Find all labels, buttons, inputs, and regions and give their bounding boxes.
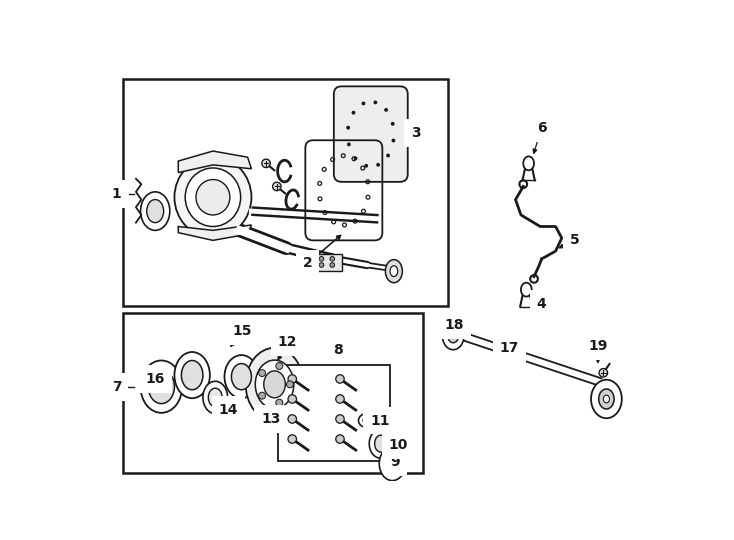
Ellipse shape <box>231 363 252 390</box>
Circle shape <box>599 369 608 377</box>
Ellipse shape <box>208 388 222 407</box>
Ellipse shape <box>264 371 286 398</box>
Ellipse shape <box>379 447 405 481</box>
Circle shape <box>288 435 297 443</box>
Ellipse shape <box>196 179 230 215</box>
Text: 10: 10 <box>389 438 408 452</box>
Ellipse shape <box>203 381 228 414</box>
Circle shape <box>288 415 297 423</box>
Circle shape <box>391 139 396 143</box>
Circle shape <box>335 395 344 403</box>
Ellipse shape <box>443 322 464 350</box>
Bar <box>123 79 448 306</box>
Circle shape <box>286 381 294 388</box>
Text: 17: 17 <box>500 341 519 355</box>
Ellipse shape <box>374 435 387 452</box>
Circle shape <box>258 369 266 376</box>
Ellipse shape <box>255 360 294 409</box>
Ellipse shape <box>390 266 398 276</box>
Text: 7: 7 <box>112 380 122 394</box>
Ellipse shape <box>599 389 614 409</box>
Circle shape <box>347 143 351 146</box>
Circle shape <box>352 111 355 114</box>
Ellipse shape <box>246 348 303 421</box>
Text: 9: 9 <box>390 455 400 469</box>
Ellipse shape <box>175 352 210 398</box>
Ellipse shape <box>140 361 182 413</box>
Circle shape <box>330 256 335 261</box>
Circle shape <box>288 395 297 403</box>
Circle shape <box>319 262 324 267</box>
Circle shape <box>276 362 283 369</box>
Circle shape <box>288 375 297 383</box>
Text: 14: 14 <box>219 403 238 417</box>
Ellipse shape <box>603 395 609 403</box>
Polygon shape <box>178 151 252 173</box>
Text: 8: 8 <box>333 343 344 357</box>
Text: 15: 15 <box>233 324 252 338</box>
Ellipse shape <box>185 168 241 226</box>
Polygon shape <box>178 225 252 240</box>
Circle shape <box>386 153 390 158</box>
Circle shape <box>335 435 344 443</box>
Text: 12: 12 <box>278 335 297 349</box>
Ellipse shape <box>591 380 622 418</box>
Circle shape <box>384 108 388 112</box>
Text: 11: 11 <box>370 414 390 428</box>
Circle shape <box>390 122 395 126</box>
Circle shape <box>335 415 344 423</box>
Circle shape <box>346 126 350 130</box>
Circle shape <box>258 392 266 399</box>
Text: 4: 4 <box>537 296 547 310</box>
Text: 1: 1 <box>112 187 122 201</box>
Circle shape <box>335 375 344 383</box>
Ellipse shape <box>358 413 380 428</box>
Circle shape <box>377 163 380 167</box>
Ellipse shape <box>385 260 402 283</box>
Ellipse shape <box>225 355 258 398</box>
Circle shape <box>354 157 357 160</box>
Text: 19: 19 <box>588 339 608 353</box>
Circle shape <box>330 262 335 267</box>
Circle shape <box>374 100 377 104</box>
Text: 13: 13 <box>261 412 280 426</box>
Ellipse shape <box>363 416 375 425</box>
Circle shape <box>276 399 283 406</box>
Circle shape <box>272 182 281 191</box>
Text: 5: 5 <box>570 233 580 247</box>
Circle shape <box>262 159 270 167</box>
Circle shape <box>319 256 324 261</box>
Text: 6: 6 <box>537 121 547 135</box>
Circle shape <box>362 102 366 105</box>
Text: 2: 2 <box>302 256 313 271</box>
Bar <box>123 313 423 473</box>
Text: 16: 16 <box>145 372 165 386</box>
Bar <box>278 365 390 461</box>
Text: 18: 18 <box>444 318 464 332</box>
Text: 3: 3 <box>410 126 421 139</box>
Bar <box>317 254 341 271</box>
Ellipse shape <box>448 329 459 343</box>
Ellipse shape <box>140 192 170 231</box>
Circle shape <box>364 164 368 168</box>
FancyBboxPatch shape <box>334 86 408 182</box>
Ellipse shape <box>147 200 164 222</box>
Ellipse shape <box>148 370 175 403</box>
Ellipse shape <box>181 361 203 390</box>
Ellipse shape <box>385 454 400 474</box>
Ellipse shape <box>175 157 252 238</box>
Ellipse shape <box>369 429 393 458</box>
